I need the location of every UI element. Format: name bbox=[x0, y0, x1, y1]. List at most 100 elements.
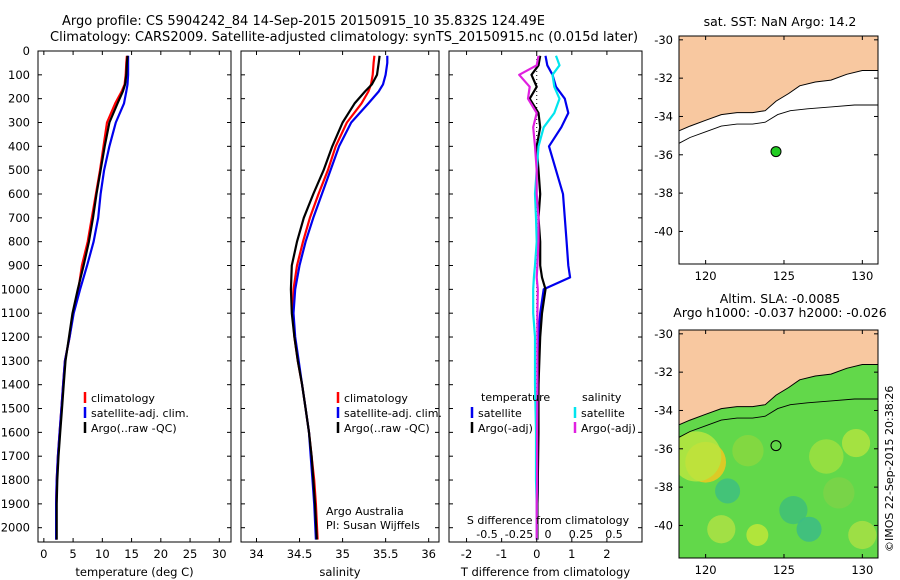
map-frame bbox=[678, 35, 879, 265]
x-tick-label: 20 bbox=[153, 547, 168, 561]
map2-title-line1: Altim. SLA: -0.0085 bbox=[720, 291, 840, 306]
series-group bbox=[518, 55, 572, 540]
land-area bbox=[679, 36, 878, 131]
lon-tick-label: 130 bbox=[851, 563, 873, 577]
depth-tick-label: 100 bbox=[8, 68, 30, 82]
coastline bbox=[678, 364, 878, 426]
depth-tick-label: 200 bbox=[8, 92, 30, 106]
depth-tick-label: 1600 bbox=[1, 425, 30, 439]
x-tick-label: 35.5 bbox=[373, 547, 399, 561]
s-difference-tick-label: 0.25 bbox=[569, 528, 594, 541]
sla-anomaly-patch bbox=[809, 439, 844, 474]
s-difference-tick-label: -0.5 bbox=[476, 528, 497, 541]
depth-tick-label: 1700 bbox=[1, 449, 30, 463]
x-tick-label: 10 bbox=[95, 547, 110, 561]
diff-legend-salinity-label: Argo(-adj) bbox=[581, 422, 636, 435]
depth-tick-label: 1100 bbox=[1, 306, 30, 320]
depth-tick-label: 2000 bbox=[1, 521, 30, 535]
map-panel-2 bbox=[678, 329, 879, 559]
x-axis-label: temperature (deg C) bbox=[75, 565, 193, 579]
series-line-1 bbox=[291, 55, 376, 540]
lon-tick-label: 125 bbox=[773, 269, 795, 283]
x-tick-label: -1 bbox=[496, 547, 507, 561]
depth-tick-label: 1400 bbox=[1, 378, 30, 392]
map-panel-1 bbox=[678, 35, 879, 265]
x-tick-label: 30 bbox=[212, 547, 227, 561]
isobath-line bbox=[678, 104, 878, 144]
salinity-legend-label: satellite-adj. clim. bbox=[344, 407, 442, 420]
diff-legend-salinity-title: salinity bbox=[582, 391, 622, 404]
x-axis-label: T difference from climatology bbox=[460, 565, 631, 579]
lat-tick-label: -30 bbox=[654, 327, 673, 341]
profile-panel-2 bbox=[240, 50, 440, 543]
temperature-legend-label: Argo(..raw -QC) bbox=[91, 422, 177, 435]
profile-panel-1 bbox=[37, 50, 232, 543]
lon-tick-label: 120 bbox=[695, 563, 717, 577]
depth-tick-label: 1900 bbox=[1, 497, 30, 511]
lat-tick-label: -38 bbox=[654, 186, 673, 200]
diff-legend-temperature-label: Argo(-adj) bbox=[478, 422, 533, 435]
series-line-1 bbox=[54, 55, 128, 540]
salinity-legend-label: climatology bbox=[344, 392, 408, 405]
depth-tick-label: 700 bbox=[8, 211, 30, 225]
x-tick-label: 0 bbox=[40, 547, 47, 561]
lat-tick-label: -32 bbox=[654, 365, 673, 379]
lon-tick-label: 120 bbox=[695, 269, 717, 283]
isobath-line bbox=[678, 398, 878, 438]
depth-tick-label: 1300 bbox=[1, 354, 30, 368]
series-line-3 bbox=[532, 55, 561, 540]
s-difference-tick-label: 0.5 bbox=[605, 528, 623, 541]
temperature-legend-label: climatology bbox=[91, 392, 155, 405]
series-line-3 bbox=[55, 55, 129, 540]
s-difference-tick-label: 0 bbox=[545, 528, 552, 541]
platform-annotation: PI: Susan Wijffels bbox=[326, 519, 420, 532]
lat-tick-label: -34 bbox=[654, 109, 673, 123]
x-tick-label: 34 bbox=[249, 547, 264, 561]
depth-tick-label: 800 bbox=[8, 235, 30, 249]
panel-frame bbox=[37, 50, 232, 543]
depth-tick-label: 600 bbox=[8, 187, 30, 201]
map2-title-line2: Argo h1000: -0.037 h2000: -0.026 bbox=[673, 305, 886, 320]
header-line-2: Climatology: CARS2009. Satellite-adjuste… bbox=[50, 30, 639, 45]
sla-anomaly-patch bbox=[707, 515, 736, 544]
series-line-3 bbox=[289, 55, 381, 540]
profile-location-marker bbox=[770, 146, 782, 158]
x-tick-label: 34.5 bbox=[287, 547, 313, 561]
depth-tick-label: 1500 bbox=[1, 402, 30, 416]
lat-tick-label: -32 bbox=[654, 71, 673, 85]
salinity-legend-label: Argo(..raw -QC) bbox=[344, 422, 430, 435]
header-line-1: Argo profile: CS 5904242_84 14-Sep-2015 … bbox=[62, 14, 546, 29]
x-tick-label: 36 bbox=[421, 547, 436, 561]
sla-anomaly-patch bbox=[679, 431, 722, 482]
depth-tick-label: 0 bbox=[23, 44, 30, 58]
sla-anomaly-patch bbox=[715, 478, 741, 504]
sla-anomaly-patch bbox=[796, 516, 822, 542]
lat-tick-label: -30 bbox=[654, 33, 673, 47]
depth-tick-label: 1000 bbox=[1, 282, 30, 296]
profile-panel-3 bbox=[448, 50, 643, 543]
x-tick-label: 25 bbox=[183, 547, 198, 561]
sla-anomaly-patch bbox=[732, 435, 764, 467]
diff-legend-temperature-label: satellite bbox=[478, 407, 522, 420]
lat-tick-label: -40 bbox=[654, 518, 673, 532]
lat-tick-label: -36 bbox=[654, 148, 673, 162]
diff-legend-salinity-label: satellite bbox=[581, 407, 625, 420]
lat-tick-label: -36 bbox=[654, 442, 673, 456]
diff-legend-temperature-title: temperature bbox=[481, 391, 550, 404]
depth-tick-label: 900 bbox=[8, 259, 30, 273]
panel-frame bbox=[448, 50, 643, 543]
sla-anomaly-patch bbox=[848, 520, 877, 550]
x-axis-label: salinity bbox=[319, 565, 360, 579]
sla-anomaly-patch bbox=[746, 524, 769, 546]
sla-anomaly-patch bbox=[823, 477, 855, 509]
lat-tick-label: -40 bbox=[654, 224, 673, 238]
depth-tick-label: 1800 bbox=[1, 473, 30, 487]
depth-tick-label: 1200 bbox=[1, 330, 30, 344]
x-tick-label: 5 bbox=[69, 547, 76, 561]
profile-location-marker bbox=[770, 440, 782, 452]
depth-tick-label: 400 bbox=[8, 139, 30, 153]
s-difference-tick-label: -0.25 bbox=[505, 528, 533, 541]
lat-tick-label: -34 bbox=[654, 403, 673, 417]
x-tick-label: 35 bbox=[335, 547, 350, 561]
